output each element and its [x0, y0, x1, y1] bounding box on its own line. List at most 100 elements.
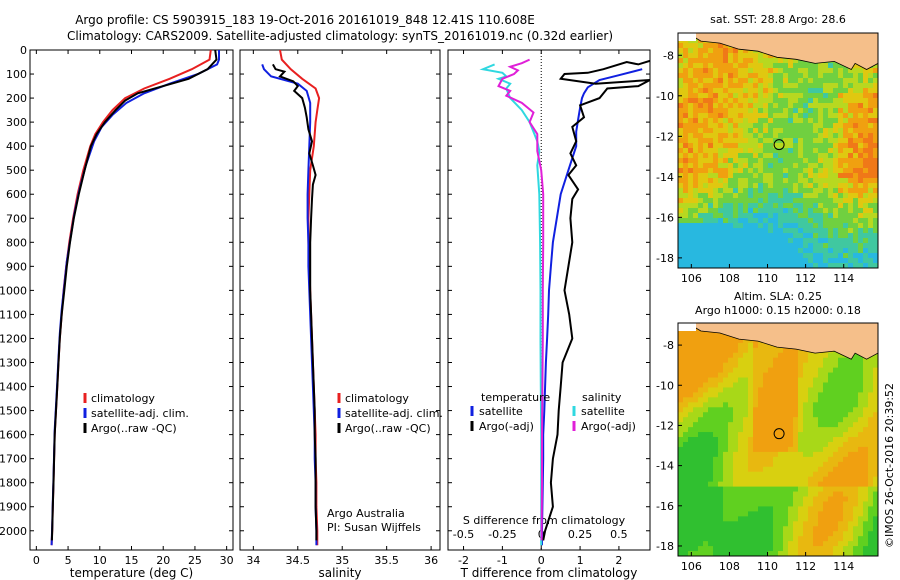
map-cell: [843, 432, 849, 438]
map-cell: [808, 466, 814, 473]
map-cell: [823, 188, 829, 194]
map-cell: [688, 108, 694, 114]
map-cell: [788, 158, 794, 164]
map-cell: [858, 178, 864, 184]
map-cell: [713, 248, 719, 254]
map-cell: [678, 208, 684, 214]
map-cell: [678, 188, 684, 194]
map-cell: [753, 98, 759, 104]
series-line-s-satellite: [479, 63, 543, 546]
map-cell: [753, 342, 759, 349]
map-cell: [763, 138, 769, 144]
map-cell: [693, 118, 699, 124]
map-cell: [868, 367, 874, 374]
map-cell: [873, 382, 878, 389]
map-cell: [723, 476, 729, 483]
map-cell: [753, 427, 759, 433]
map-cell: [858, 143, 864, 149]
map-cell: [848, 407, 854, 413]
map-cell: [733, 128, 739, 134]
map-cell: [728, 198, 734, 204]
map-cell: [773, 68, 779, 74]
map-cell: [768, 63, 774, 69]
map-cell: [863, 526, 869, 532]
map-cell: [768, 98, 774, 104]
map-cell: [728, 118, 734, 124]
map-cell: [753, 412, 759, 418]
map-cell: [718, 108, 724, 114]
map-cell: [853, 417, 859, 423]
map-cell: [738, 108, 744, 114]
map-cell: [718, 357, 724, 364]
map-cell: [693, 53, 699, 59]
series-group: [479, 58, 650, 546]
map-cell: [733, 441, 739, 448]
map-cell: [868, 88, 874, 94]
map-cell: [758, 446, 764, 453]
y-tick-label: 1700: [0, 453, 27, 466]
map-cell: [733, 63, 739, 69]
argo-australia-label: Argo Australia: [327, 507, 405, 520]
map-cell: [783, 506, 789, 512]
map-cell: [703, 58, 709, 64]
map-cell: [858, 521, 864, 527]
map-cell: [738, 48, 744, 54]
map-cell: [868, 496, 874, 503]
map-cell: [793, 387, 799, 394]
map-cell: [708, 397, 714, 403]
map-cell: [678, 103, 684, 109]
map-cell: [738, 248, 744, 254]
legend-title-temperature: temperature: [481, 391, 550, 404]
map-cell: [748, 243, 754, 249]
map-cell: [773, 446, 779, 453]
map-cell: [723, 213, 729, 219]
map-cell: [833, 382, 839, 389]
map-cell: [723, 546, 729, 552]
map-cell: [758, 233, 764, 239]
map-cell: [788, 118, 794, 124]
map-cell: [778, 407, 784, 413]
map-cell: [813, 128, 819, 134]
map-cell: [678, 113, 684, 119]
legend-title-salinity: salinity: [582, 391, 622, 404]
map-cell: [753, 451, 759, 458]
map-cell: [808, 546, 814, 552]
map-cell: [843, 456, 849, 463]
map-cell: [708, 432, 714, 438]
map-cell: [838, 531, 844, 537]
map-cell: [753, 228, 759, 234]
map-cell: [808, 516, 814, 522]
map-cell: [848, 188, 854, 194]
map-cell: [838, 362, 844, 369]
map-cell: [853, 352, 859, 359]
map-cell: [843, 451, 849, 458]
map-cell: [778, 486, 784, 493]
map-cell: [773, 382, 779, 389]
map-cell: [678, 173, 684, 179]
map-cell: [873, 362, 878, 369]
map-cell: [713, 387, 719, 394]
map-cell: [743, 456, 749, 463]
map-cell: [693, 347, 699, 354]
map-cell: [743, 496, 749, 503]
map-cell: [683, 138, 689, 144]
map-cell: [708, 138, 714, 144]
map-cell: [693, 402, 699, 408]
map-cell: [798, 98, 804, 104]
map-cell: [798, 213, 804, 219]
map-cell: [848, 531, 854, 537]
map-cell: [708, 78, 714, 84]
map-cell: [733, 501, 739, 508]
map-cell: [853, 496, 859, 503]
map-cell: [768, 248, 774, 254]
map-cell: [758, 148, 764, 154]
map-cell: [788, 402, 794, 408]
map-cell: [788, 382, 794, 389]
map-cell: [813, 263, 819, 268]
map-cell: [698, 496, 704, 503]
map-cell: [813, 412, 819, 418]
map-cell: [778, 362, 784, 369]
map-cell: [773, 397, 779, 403]
map-cell: [833, 78, 839, 84]
map-cell: [778, 476, 784, 483]
